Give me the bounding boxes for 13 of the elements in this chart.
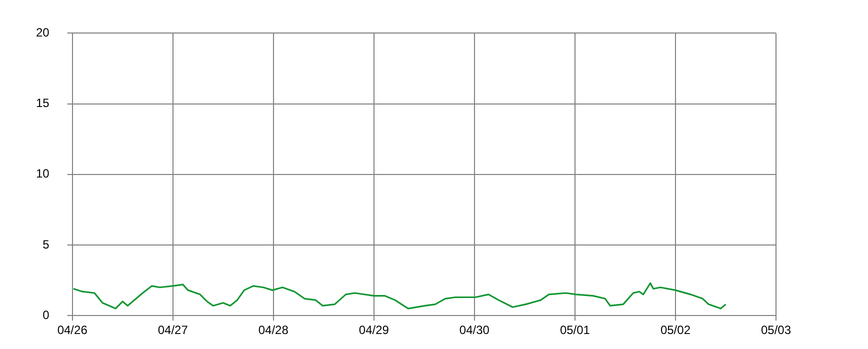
- x-tick-label: 04/29: [358, 323, 390, 338]
- x-tick-label: 05/01: [560, 323, 590, 338]
- x-tick-label: 04/26: [57, 323, 88, 338]
- x-tick-label: 04/30: [459, 323, 490, 338]
- y-tick-label: 10: [36, 166, 50, 181]
- x-tick-label: 05/03: [760, 323, 792, 338]
- x-tick-label: 04/28: [258, 323, 289, 338]
- x-tick-label: 04/27: [158, 323, 188, 338]
- y-tick-label: 5: [42, 237, 50, 252]
- x-tick-label: 05/02: [660, 323, 691, 338]
- y-tick-label: 0: [42, 308, 50, 322]
- y-tick-label: 20: [36, 26, 50, 40]
- y-tick-label: 15: [36, 96, 50, 110]
